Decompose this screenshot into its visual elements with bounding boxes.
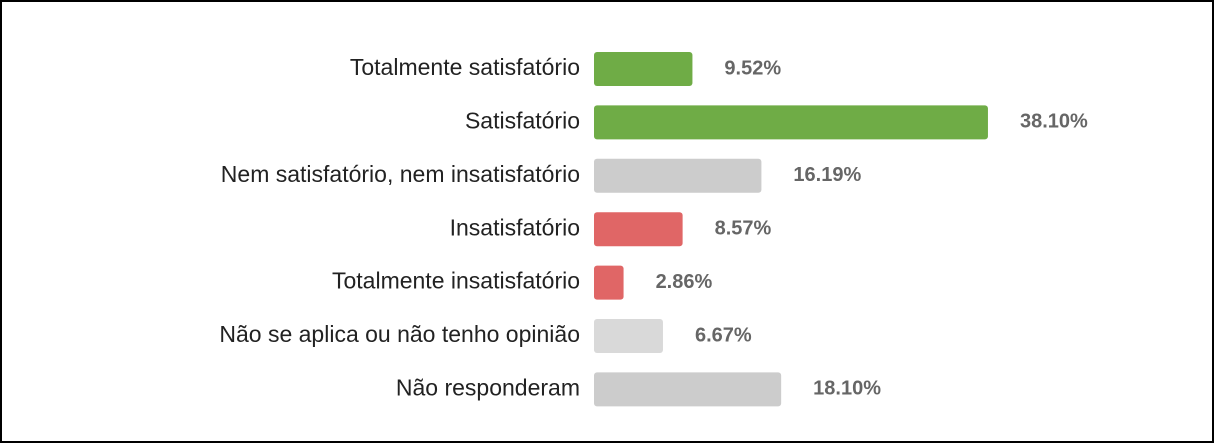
value-label: 6.67% [695,324,752,346]
bar [594,105,988,140]
category-label: Nem satisfatório, nem insatisfatório [221,161,580,187]
bar [594,265,624,300]
value-label: 9.52% [724,57,781,79]
category-label: Insatisfatório [450,214,580,240]
bar [594,372,782,407]
bar [594,52,693,86]
bar [594,212,683,247]
value-label: 8.57% [715,217,772,239]
category-label: Não responderam [396,374,580,400]
value-label: 16.19% [793,164,861,186]
value-label: 2.86% [656,271,713,293]
bar [594,158,762,193]
value-label: 38.10% [1020,111,1088,133]
category-label: Totalmente satisfatório [350,54,580,80]
bar [594,319,663,353]
category-label: Satisfatório [465,107,580,133]
category-label: Não se aplica ou não tenho opinião [219,321,580,347]
value-label: 18.10% [813,378,881,400]
category-label: Totalmente insatisfatório [332,268,580,294]
